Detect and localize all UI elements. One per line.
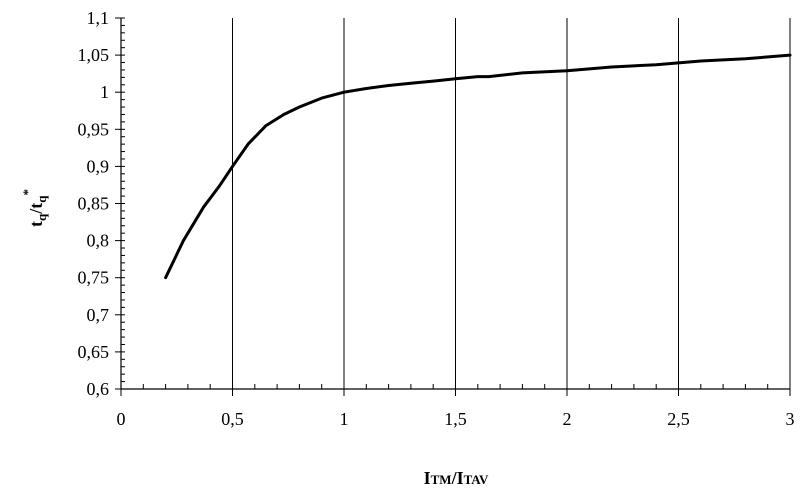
x-tick-label: 1 — [340, 409, 349, 429]
x-tick-label: 2 — [563, 409, 572, 429]
minor-ticks — [120, 17, 791, 390]
y-tick-label: 0,9 — [87, 156, 110, 176]
axes — [115, 17, 791, 396]
y-tick-label: 0,95 — [78, 119, 110, 139]
y-tick-labels: 0,6 0,65 0,7 0,75 0,8 0,85 0,9 0,95 1 1,05 1,1 — [78, 8, 110, 399]
y-tick-label: 0,7 — [87, 305, 110, 325]
y-tick-label: 1 — [100, 82, 109, 102]
x-tick-labels: 0 0,5 1 1,5 2 2,5 3 — [117, 409, 795, 429]
x-tick-label: 3 — [786, 409, 795, 429]
x-tick-label: 2,5 — [667, 409, 690, 429]
series — [164, 53, 792, 280]
x-tick-label: 0 — [117, 409, 126, 429]
y-tick-label: 1,05 — [78, 45, 110, 65]
y-tick-label: 0,6 — [87, 379, 110, 399]
y-tick-label: 0,8 — [87, 231, 110, 251]
series-line — [164, 53, 792, 280]
x-axis-title: ITM/ITAV — [424, 468, 489, 488]
y-tick-label: 0,65 — [78, 342, 110, 362]
y-tick-label: 0,75 — [78, 268, 110, 288]
y-tick-label: 1,1 — [87, 8, 110, 28]
y-tick-label: 0,85 — [78, 194, 110, 214]
x-tick-label: 0,5 — [221, 409, 244, 429]
x-tick-label: 1,5 — [444, 409, 467, 429]
y-axis-title: tq/tq* — [20, 189, 49, 227]
